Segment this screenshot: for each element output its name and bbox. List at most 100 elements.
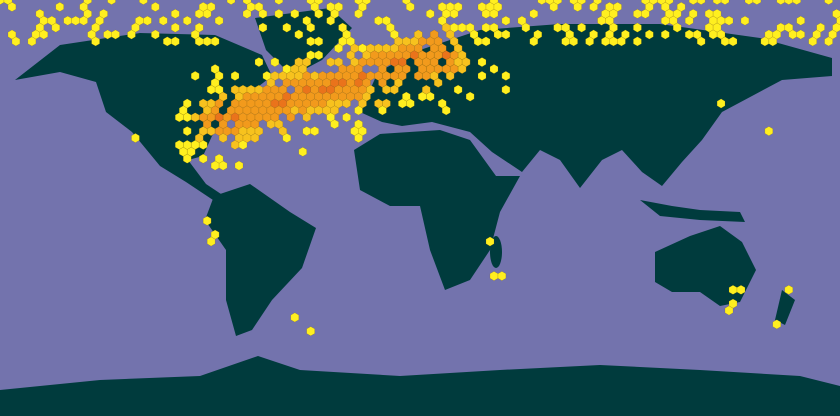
- hexbin: [497, 271, 507, 281]
- hexbin: [254, 57, 264, 67]
- hexbin: [457, 22, 467, 33]
- hexbin: [143, 15, 152, 26]
- hexbin: [230, 140, 240, 150]
- hexbin: [441, 105, 451, 116]
- hexbin: [306, 36, 315, 47]
- australia: [655, 226, 756, 306]
- hexbin: [553, 22, 562, 33]
- hexbin: [617, 36, 626, 47]
- hexbin: [406, 2, 415, 12]
- hexbin: [294, 29, 304, 40]
- hexbin: [481, 36, 491, 47]
- hexbin: [286, 112, 296, 123]
- hexbin: [282, 133, 292, 143]
- hexbin: [51, 22, 61, 33]
- hexbin: [501, 15, 511, 26]
- hexbin: [214, 15, 224, 26]
- hexbin: [720, 36, 730, 47]
- hexbin: [194, 8, 204, 19]
- hexbin: [597, 15, 606, 26]
- hexbin: [238, 140, 248, 150]
- hexbin: [159, 15, 168, 26]
- hexbin: [198, 140, 208, 150]
- hexbin: [485, 236, 495, 247]
- hexbin: [175, 112, 184, 123]
- hexbin: [210, 160, 220, 171]
- hexbin: [206, 236, 216, 247]
- hexbin: [832, 8, 840, 19]
- hexbin: [573, 2, 582, 12]
- hexbin: [314, 105, 323, 116]
- hexbin: [206, 84, 216, 95]
- hexbin: [398, 98, 407, 109]
- hexbin: [258, 8, 268, 19]
- hexbin: [314, 36, 323, 47]
- hexbin: [202, 36, 212, 47]
- hexbin: [824, 36, 833, 47]
- hexbin: [71, 15, 80, 26]
- hexbin: [641, 8, 650, 19]
- hexbin: [661, 29, 670, 40]
- hexbin: [708, 29, 718, 40]
- hexbin: [724, 305, 734, 316]
- hexbin: [489, 8, 499, 19]
- hexbin: [445, 71, 455, 81]
- hexbin: [406, 98, 415, 109]
- hexbin: [489, 64, 499, 74]
- antarctica: [0, 356, 840, 416]
- hexbin: [326, 15, 335, 26]
- hexbin: [764, 126, 774, 136]
- hexbin: [521, 22, 531, 33]
- hexbin: [696, 0, 706, 5]
- hexbin: [489, 271, 499, 281]
- hexbin: [202, 215, 212, 226]
- south-america: [205, 184, 316, 336]
- hexbin: [808, 36, 817, 47]
- hexbin: [493, 29, 503, 40]
- hexbin: [796, 15, 805, 26]
- hexbin: [218, 160, 228, 171]
- hexbin: [728, 284, 738, 295]
- hexbin: [11, 36, 21, 47]
- land: [0, 8, 840, 416]
- hexbin: [736, 284, 746, 295]
- hexbin: [796, 29, 805, 40]
- hexbin: [529, 36, 539, 47]
- hexbin: [418, 91, 427, 102]
- hexbin: [601, 36, 610, 47]
- hexbin: [585, 36, 594, 47]
- hexbin: [198, 153, 208, 164]
- hexbin: [151, 2, 160, 12]
- hexbin: [824, 0, 833, 5]
- hexbin: [151, 29, 160, 40]
- hexbin: [561, 36, 570, 47]
- new-zealand: [775, 290, 795, 325]
- eurasia: [360, 24, 832, 188]
- hexbin: [210, 36, 220, 47]
- hexbin: [230, 71, 240, 81]
- hexbin: [127, 29, 136, 40]
- hexbin: [453, 84, 463, 95]
- hexbin: [374, 15, 383, 26]
- hexbin: [449, 8, 459, 19]
- hexbin: [302, 112, 311, 123]
- hexbin: [314, 8, 323, 19]
- hexbin: [242, 8, 252, 19]
- hexbin: [91, 36, 100, 47]
- hexbin: [171, 8, 180, 19]
- hexbin: [426, 91, 435, 102]
- north-america: [15, 33, 272, 200]
- hexbin: [645, 29, 654, 40]
- hexbin: [290, 312, 300, 323]
- hexbin: [79, 15, 88, 26]
- hexbin: [422, 71, 431, 81]
- hexbin: [426, 8, 435, 19]
- hexbin: [633, 36, 642, 47]
- hexbin: [310, 126, 319, 136]
- hexbin: [382, 84, 391, 95]
- hexbin: [724, 15, 734, 26]
- hexbin: [740, 15, 750, 26]
- hexbin: [330, 119, 339, 130]
